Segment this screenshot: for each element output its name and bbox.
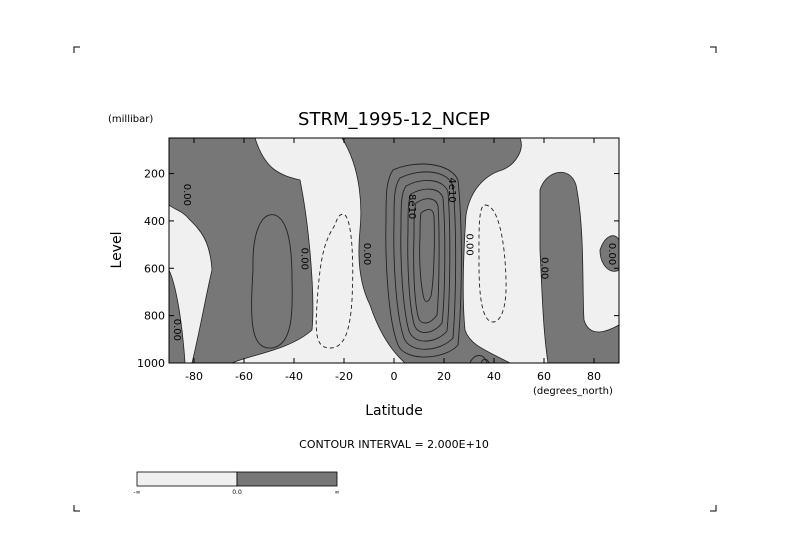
- x-tick-label: 20: [437, 370, 451, 383]
- contour-label: 0.00: [171, 319, 182, 341]
- x-tick-label: 40: [487, 370, 501, 383]
- y-tick-label: 600: [144, 262, 165, 275]
- y-tick-label: 800: [144, 310, 165, 323]
- negative-contours: [315, 204, 507, 349]
- contour-labels: 0.00 0.00 0.00 0.00 8e10 4e10 0.00 0.00 0.00: [171, 177, 617, 340]
- contour-label: 8e10: [406, 194, 417, 219]
- southern-cell-contour: [251, 214, 293, 349]
- x-axis-units: (degrees_north): [533, 386, 613, 397]
- x-tick-label: 60: [537, 370, 551, 383]
- positive-contours: [385, 163, 490, 363]
- x-axis: -80 -60 -40 -20 0 20 40 60 80: [185, 138, 601, 383]
- contour-label: 4e10: [446, 177, 457, 202]
- x-tick-label: -60: [235, 370, 253, 383]
- x-tick-label: -20: [335, 370, 353, 383]
- colorbar: -∞ 0.0 ∞: [133, 471, 340, 496]
- x-tick-label: 0: [391, 370, 398, 383]
- positive-region-southern-midlat: [169, 138, 314, 363]
- contour-label: 0.00: [606, 243, 617, 265]
- y-axis-units: (millibar): [108, 114, 153, 125]
- y-axis-label: Level: [109, 232, 125, 269]
- colorbar-tick-label: 0.0: [232, 489, 242, 496]
- chart-title: STRM_1995-12_NCEP: [298, 109, 490, 130]
- x-tick-label: -80: [185, 370, 203, 383]
- crop-marks: [73, 46, 717, 512]
- x-tick-label: -40: [285, 370, 303, 383]
- contour-label: 0.00: [539, 257, 550, 279]
- contour-label: 0.00: [361, 243, 372, 265]
- positive-region-northern-polar: [599, 235, 619, 272]
- colorbar-tick-label: -∞: [133, 489, 140, 496]
- contour-label: 0.00: [181, 184, 192, 206]
- colorbar-negative-swatch: [136, 471, 238, 487]
- positive-region-northern-midlat: [539, 171, 619, 363]
- colorbar-positive-swatch: [236, 471, 338, 487]
- y-tick-label: 200: [144, 168, 165, 181]
- y-tick-label: 1000: [137, 357, 165, 370]
- x-tick-label: 80: [587, 370, 601, 383]
- y-tick-label: 400: [144, 215, 165, 228]
- plot-area: 0.00 0.00 0.00 0.00 8e10 4e10 0.00 0.00 0.00: [169, 138, 619, 363]
- x-axis-label: Latitude: [365, 403, 423, 419]
- y-axis: 200 400 600 800 1000: [137, 168, 619, 370]
- contour-label: 0.00: [299, 248, 310, 270]
- contour-interval-text: CONTOUR INTERVAL = 2.000E+10: [299, 438, 489, 451]
- colorbar-labels: -∞ 0.0 ∞: [133, 489, 339, 496]
- colorbar-tick-label: ∞: [335, 489, 340, 496]
- contour-label: 0.00: [464, 233, 475, 255]
